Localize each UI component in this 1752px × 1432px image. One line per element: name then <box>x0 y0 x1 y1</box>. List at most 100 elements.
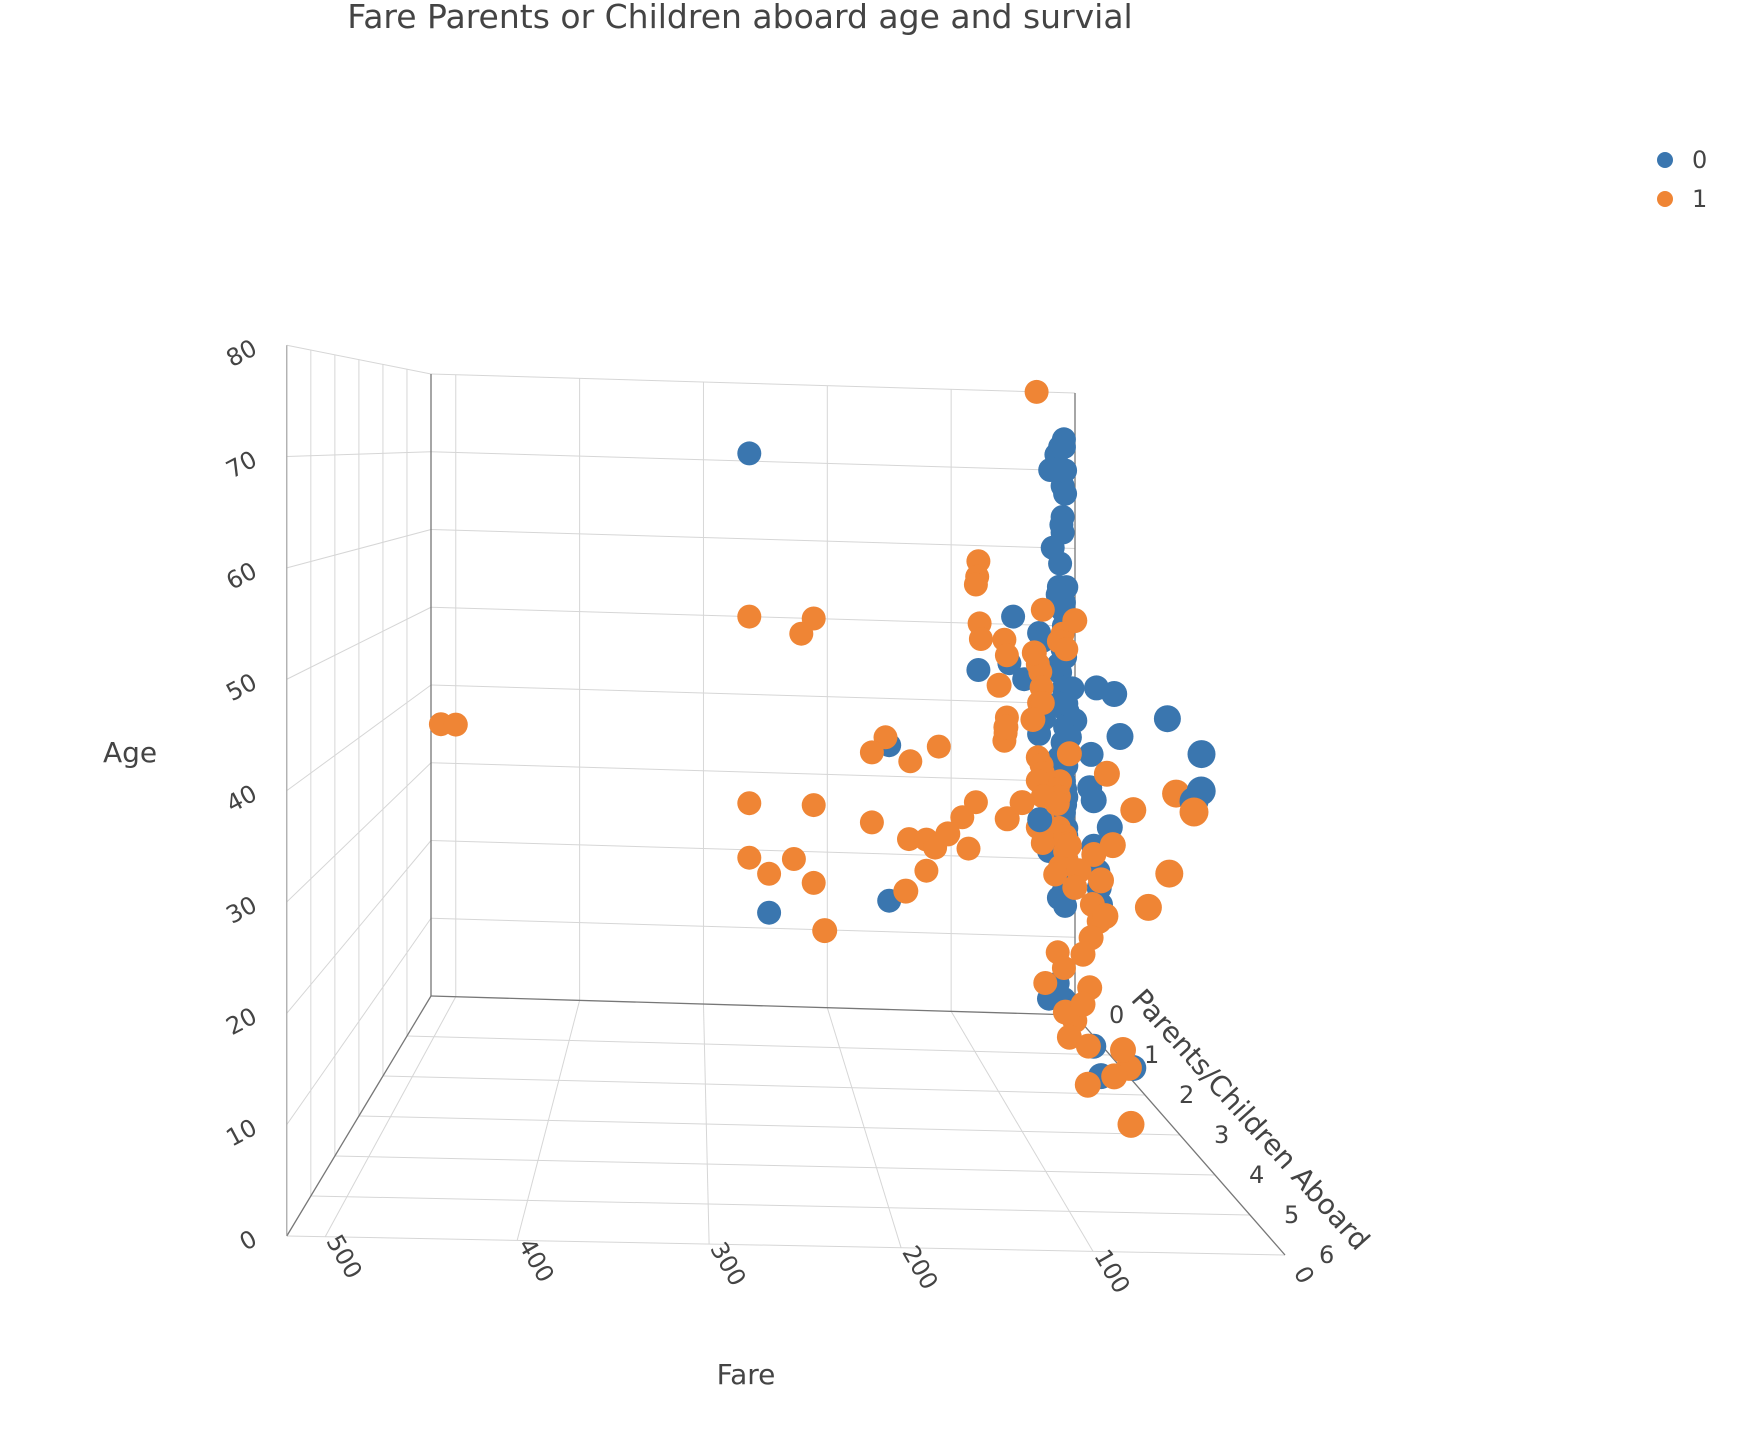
scatter-point-series-1[interactable] <box>935 821 961 847</box>
scatter-point-series-1[interactable] <box>1030 597 1055 622</box>
scatter-point-series-1[interactable] <box>950 805 975 830</box>
age-tick-label: 20 <box>222 1002 262 1041</box>
scatter-point-series-1[interactable] <box>1056 741 1082 767</box>
scatter-point-series-1[interactable] <box>1021 640 1047 666</box>
age-tick-label: 10 <box>222 1113 262 1152</box>
scatter-point-series-0[interactable] <box>1078 741 1104 767</box>
parch-tick-label: 1 <box>1144 1041 1159 1069</box>
scatter-point-series-1[interactable] <box>1043 862 1068 887</box>
scatter-point-series-1[interactable] <box>1044 791 1070 816</box>
scatter-point-series-0[interactable] <box>1027 807 1053 833</box>
age-tick-label: 30 <box>222 891 262 930</box>
scatter-point-series-1[interactable] <box>1081 842 1107 867</box>
scatter-point-series-1[interactable] <box>1062 874 1088 900</box>
grid-side-age <box>286 529 432 569</box>
grid-side-age <box>286 684 432 792</box>
age-tick-label: 40 <box>222 779 262 818</box>
scatter-point-series-1[interactable] <box>1092 903 1119 930</box>
grid-side-age <box>286 762 432 903</box>
scatter-point-series-0[interactable] <box>1053 481 1078 506</box>
scatter-point-series-1[interactable] <box>1070 941 1096 967</box>
grid-floor-parch <box>382 1075 1146 1096</box>
scatter-point-series-0[interactable] <box>1101 681 1128 707</box>
grid-wall-age <box>430 917 1076 938</box>
scatter-point-series-1[interactable] <box>1093 760 1120 787</box>
scatter-point-series-1[interactable] <box>1051 956 1076 980</box>
scatter-point-series-1[interactable] <box>956 836 981 861</box>
legend-item-0[interactable]: 0 <box>1657 146 1707 174</box>
scatter-point-series-1[interactable] <box>801 793 826 818</box>
scatter-point-series-1[interactable] <box>898 749 923 774</box>
scatter-point-series-1[interactable] <box>1070 991 1096 1017</box>
scatter-point-series-1[interactable] <box>1056 833 1082 858</box>
z-axis-label: Age <box>103 736 157 769</box>
scatter-point-series-1[interactable] <box>893 878 919 904</box>
scatter-point-series-0[interactable] <box>1048 551 1073 576</box>
scatter-point-series-1[interactable] <box>1134 893 1162 921</box>
scatter-point-series-1[interactable] <box>1117 1110 1145 1138</box>
scatter-point-series-1[interactable] <box>1074 1071 1101 1098</box>
scatter-point-series-1[interactable] <box>443 712 468 737</box>
scatter-point-series-1[interactable] <box>968 627 993 651</box>
legend-item-1[interactable]: 1 <box>1657 185 1707 213</box>
scatter-point-series-1[interactable] <box>926 734 951 759</box>
scatter-point-series-1[interactable] <box>1033 971 1058 995</box>
parch-axis-line-far <box>286 995 432 1237</box>
parch-tick-label: 4 <box>1249 1161 1264 1189</box>
scatter-point-series-0[interactable] <box>1080 787 1107 814</box>
parch-tick-label: 6 <box>1319 1241 1334 1269</box>
scatter-point-series-1[interactable] <box>1179 797 1209 827</box>
scatter-point-series-1[interactable] <box>859 810 884 835</box>
scatter-point-series-1[interactable] <box>1024 379 1049 404</box>
scatter-point-series-1[interactable] <box>1120 797 1147 824</box>
scatter-point-series-0[interactable] <box>1106 723 1134 750</box>
scatter-point-series-1[interactable] <box>1099 832 1126 859</box>
scatter-point-series-0[interactable] <box>1051 435 1076 460</box>
scatter-point-series-0[interactable] <box>1053 893 1078 918</box>
scatter-point-series-1[interactable] <box>1030 831 1055 855</box>
scatter-point-series-1[interactable] <box>1054 637 1079 662</box>
legend-label-0: 0 <box>1692 146 1707 174</box>
scatter-point-series-1[interactable] <box>994 643 1019 668</box>
scatter-point-series-1[interactable] <box>897 827 921 852</box>
grid-floor-parch <box>334 1155 1216 1176</box>
scatter-point-series-1[interactable] <box>1056 1024 1082 1050</box>
scatter-point-series-1[interactable] <box>1101 1063 1128 1090</box>
scatter-point-series-1[interactable] <box>963 572 988 597</box>
data-points <box>428 379 1216 1138</box>
scatter-point-series-1[interactable] <box>1062 608 1088 634</box>
scatter-point-series-0[interactable] <box>737 441 762 466</box>
scatter-point-series-1[interactable] <box>801 870 826 895</box>
scatter-point-series-1[interactable] <box>1009 790 1035 816</box>
scatter-point-series-1[interactable] <box>1075 1033 1101 1059</box>
scatter-point-series-0[interactable] <box>1187 740 1216 769</box>
age-tick-label: 0 <box>235 1225 262 1257</box>
age-tick-label: 70 <box>222 445 262 484</box>
scatter-point-series-1[interactable] <box>737 845 762 870</box>
x-axis-label: Fare <box>717 1358 776 1391</box>
legend-label-1: 1 <box>1692 185 1707 213</box>
parch-tick-label: 5 <box>1284 1201 1299 1229</box>
scatter-point-series-0[interactable] <box>1053 458 1078 483</box>
scatter-point-series-1[interactable] <box>737 604 762 629</box>
scatter-point-series-1[interactable] <box>789 621 814 646</box>
scatter-point-series-1[interactable] <box>914 858 939 883</box>
scatter-point-series-1[interactable] <box>781 847 806 871</box>
scatter-point-series-1[interactable] <box>1110 1037 1136 1063</box>
scatter-point-series-1[interactable] <box>757 861 782 886</box>
scatter-point-series-1[interactable] <box>737 791 762 816</box>
scatter-point-series-1[interactable] <box>812 918 838 944</box>
scatter-point-series-1[interactable] <box>993 714 1019 740</box>
scatter-point-series-1[interactable] <box>1155 859 1184 888</box>
scatter-point-series-0[interactable] <box>1001 604 1026 629</box>
scatter-point-series-1[interactable] <box>859 740 884 765</box>
scatter-point-series-0[interactable] <box>1153 705 1181 733</box>
scatter-point-series-0[interactable] <box>966 658 991 682</box>
age-tick-label: 60 <box>222 556 262 595</box>
scatter-point-series-1[interactable] <box>1088 867 1114 894</box>
scatter-point-series-0[interactable] <box>757 900 782 925</box>
scatter-point-series-1[interactable] <box>1020 707 1046 732</box>
scatter-point-series-1[interactable] <box>994 806 1020 832</box>
scatter-point-series-1[interactable] <box>986 672 1012 698</box>
